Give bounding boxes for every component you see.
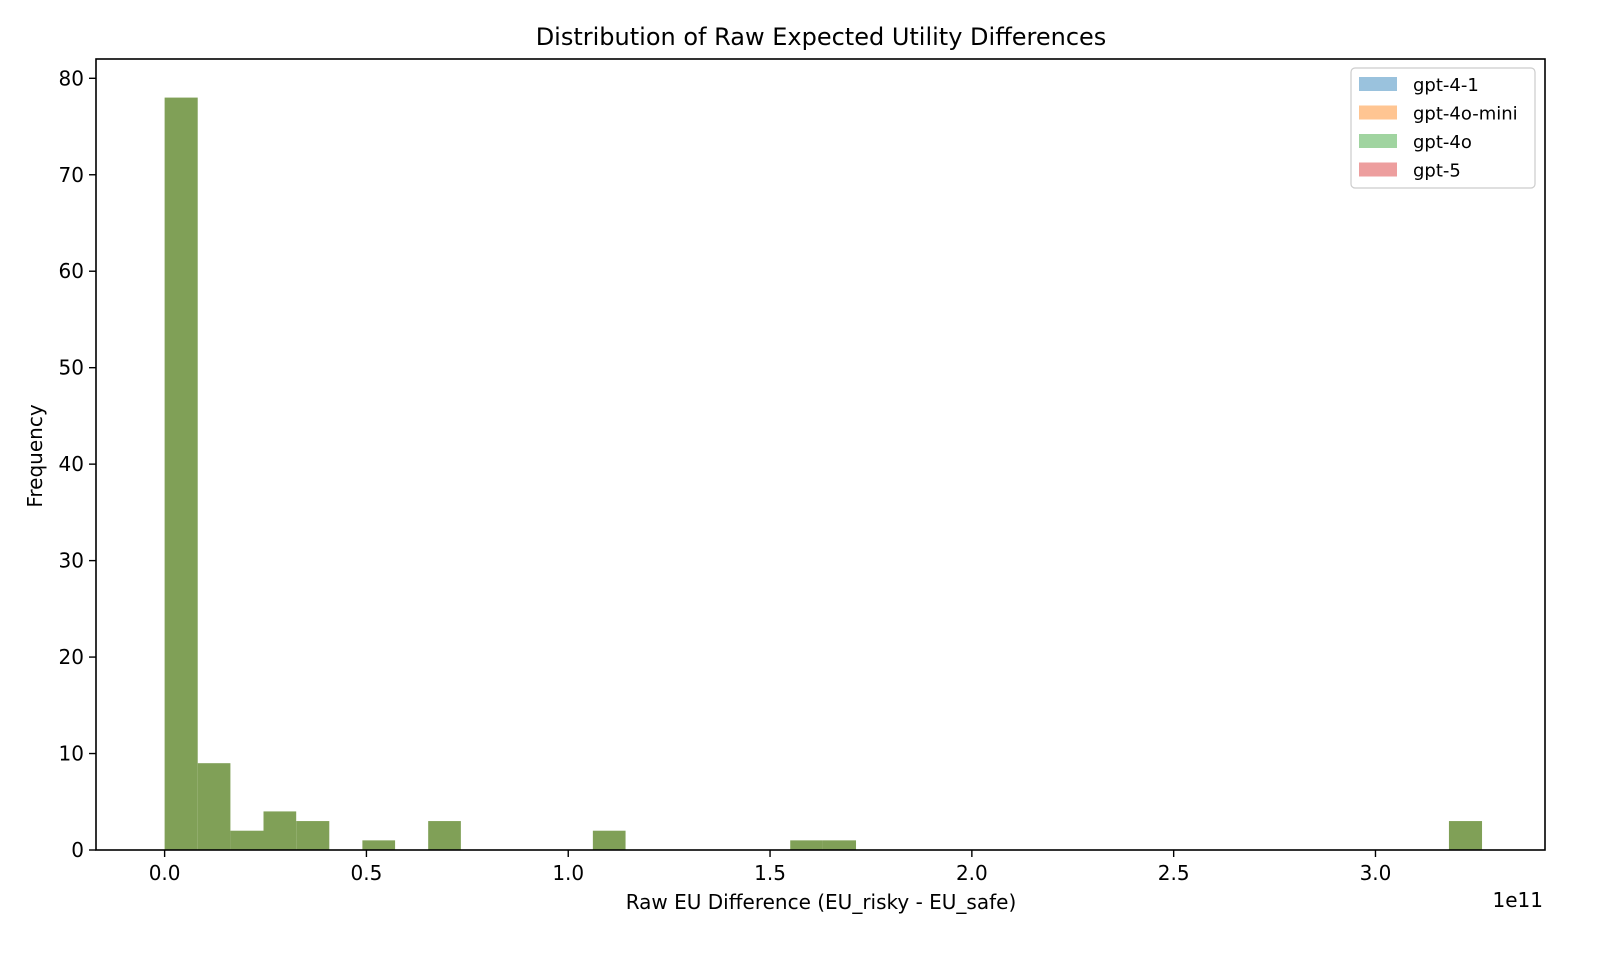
histogram-bar	[197, 763, 231, 850]
y-tick-label: 10	[59, 742, 84, 766]
legend-swatch	[1359, 77, 1397, 91]
y-tick-label: 20	[59, 645, 84, 669]
histogram-bar	[230, 830, 264, 850]
histogram-bar	[164, 97, 198, 850]
histogram-bar	[428, 821, 461, 850]
histogram-bar	[592, 830, 626, 850]
histogram-bar	[790, 840, 823, 850]
histogram-bar	[822, 840, 857, 850]
histogram-bar	[296, 821, 330, 850]
x-tick-label: 2.0	[956, 861, 988, 885]
y-axis-ticks: 0 10 20 30 40 50 60 70 80	[59, 66, 96, 862]
y-tick-label: 50	[59, 356, 84, 380]
legend-label: gpt-4o	[1413, 132, 1472, 153]
chart-title: Distribution of Raw Expected Utility Dif…	[536, 23, 1107, 51]
histogram-bar	[1448, 821, 1483, 850]
x-axis-ticks: 0.0 0.5 1.0 1.5 2.0 2.5 3.0	[149, 850, 1392, 885]
x-tick-label: 2.5	[1158, 861, 1190, 885]
legend-box	[1350, 67, 1536, 189]
legend: gpt-4-1 gpt-4o-mini gpt-4o gpt-5	[1350, 67, 1536, 189]
legend-label: gpt-4-1	[1413, 75, 1479, 96]
legend-label: gpt-4o-mini	[1413, 104, 1518, 125]
histogram-bars	[164, 97, 1483, 850]
y-tick-label: 80	[59, 66, 84, 90]
y-tick-label: 0	[71, 838, 84, 862]
y-tick-label: 70	[59, 163, 84, 187]
legend-swatch	[1359, 162, 1397, 177]
x-tick-label: 0.0	[149, 861, 181, 885]
x-tick-label: 3.0	[1360, 861, 1392, 885]
x-tick-label: 1.5	[754, 861, 786, 885]
y-tick-label: 40	[59, 452, 84, 476]
plot-frame	[95, 58, 1546, 851]
x-tick-label: 0.5	[351, 861, 383, 885]
axes	[95, 58, 1546, 851]
legend-label: gpt-5	[1413, 161, 1461, 182]
x-axis-label: Raw EU Difference (EU_risky - EU_safe)	[626, 890, 1017, 914]
x-tick-label: 1.0	[552, 861, 584, 885]
x-axis-offset-text: 1e11	[1493, 888, 1543, 912]
histogram-bar	[263, 811, 297, 850]
legend-swatch	[1359, 105, 1397, 120]
y-tick-label: 30	[59, 549, 84, 573]
legend-swatch	[1359, 134, 1397, 148]
y-axis-label: Frequency	[23, 404, 47, 507]
y-tick-label: 60	[59, 259, 84, 283]
histogram-bar	[362, 840, 396, 850]
